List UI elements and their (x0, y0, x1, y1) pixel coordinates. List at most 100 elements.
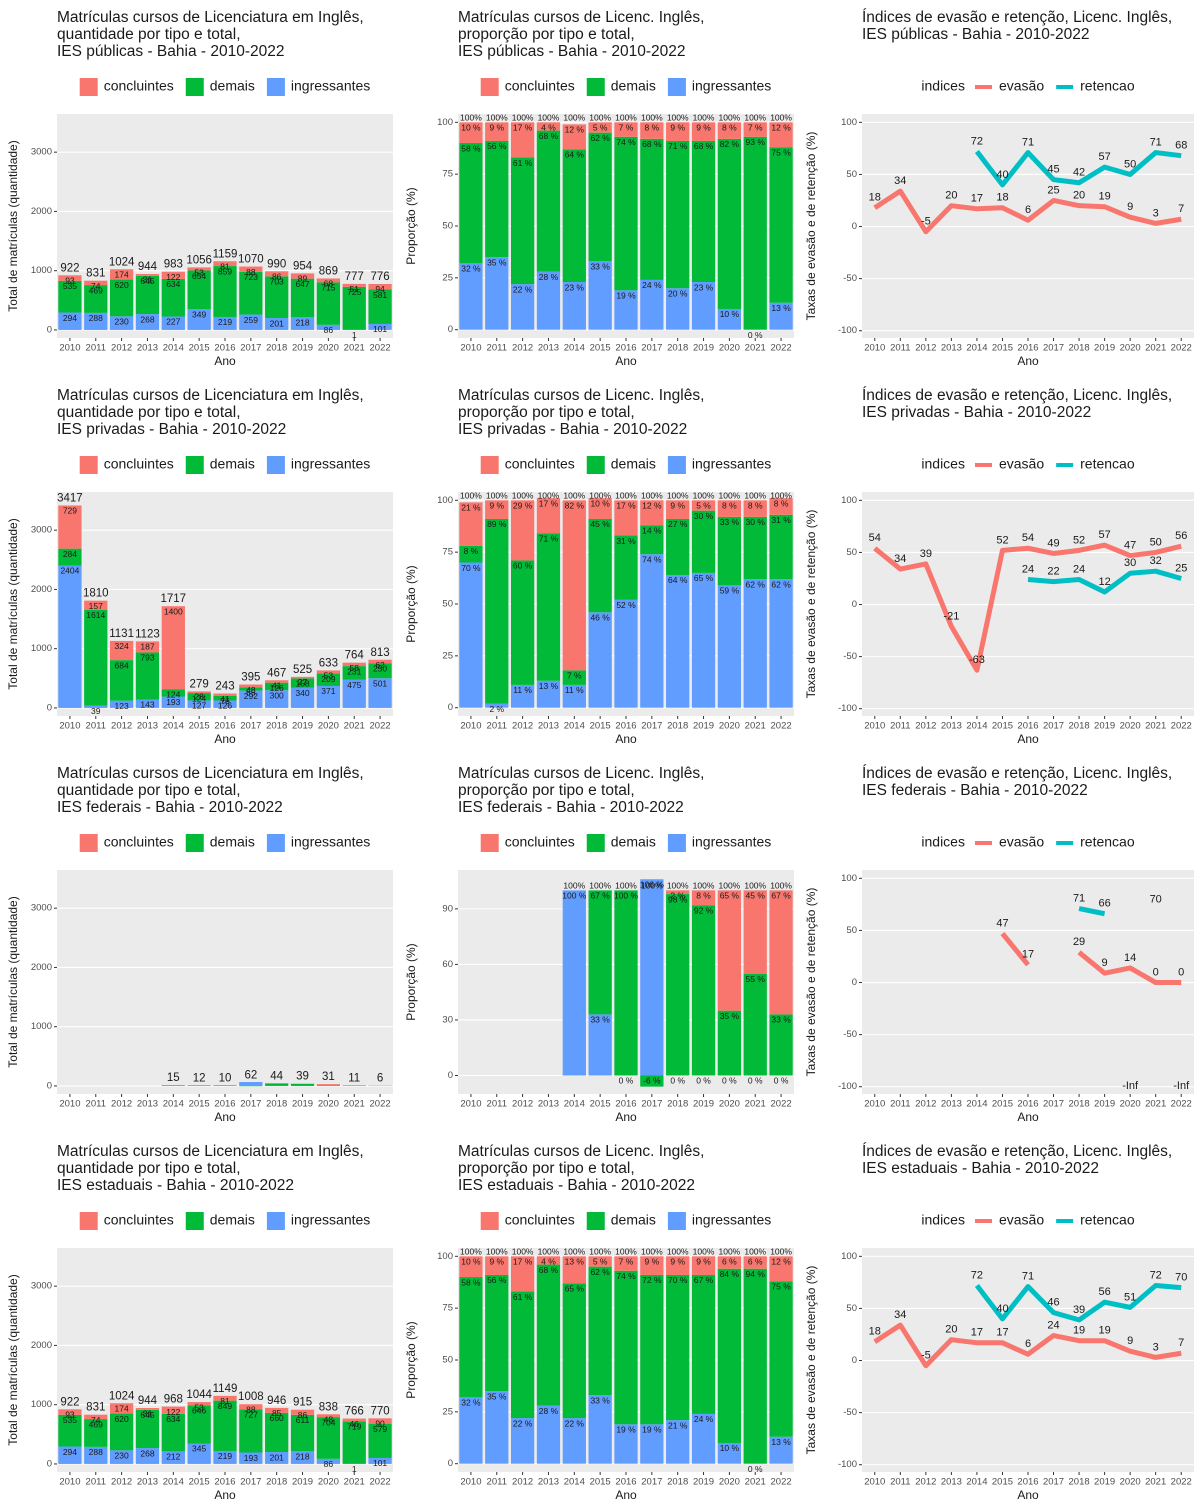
segment-label: 10 % (720, 309, 740, 319)
bar-segment (109, 1403, 134, 1414)
y-tick-label: 2000 (31, 584, 52, 595)
bar-segment (666, 894, 690, 1076)
bar-segment (536, 1256, 561, 1265)
segment-label: 704 (321, 1417, 335, 1427)
segment-label: 58 % (461, 143, 481, 153)
segment-label: 86 (298, 1410, 308, 1420)
segment-label: 324 (115, 641, 129, 651)
point-label: 19 (1073, 1325, 1085, 1337)
segment-label: 13 % (771, 1437, 791, 1447)
chart-panel: Matrículas cursos de Licenciatura em Ing… (6, 1143, 393, 1502)
y-tick-label: 0 (852, 221, 857, 232)
segment-label: 17 % (513, 123, 533, 133)
total-label: 869 (319, 265, 338, 277)
bar-segment (640, 500, 664, 526)
point-label: -5 (921, 216, 931, 228)
legend-label: demais (611, 834, 656, 850)
x-tick-label: 2011 (890, 1477, 910, 1488)
bar-segment (510, 122, 535, 158)
point-label: 30 (1124, 557, 1136, 569)
x-tick-label: 2020 (1120, 1099, 1141, 1110)
total-label: 39 (296, 1071, 309, 1083)
point-label: 7 (1178, 203, 1184, 215)
x-tick-label: 2016 (214, 721, 235, 732)
bar-segment (109, 269, 134, 280)
bar-segment (614, 890, 638, 1076)
bar-segment (640, 138, 664, 280)
total-label: 838 (319, 1401, 338, 1413)
chart-title: proporção por tipo e total, (458, 404, 635, 421)
total-label: 100% (512, 1247, 534, 1257)
y-tick-label: 1000 (31, 643, 52, 654)
segment-label: 28 % (539, 1406, 559, 1416)
y-axis-title: Total de matrículas (quantidade) (6, 1274, 20, 1445)
x-tick-label: 2011 (487, 721, 507, 732)
x-tick-label: 2022 (370, 1477, 391, 1488)
segment-label: 70 % (668, 1275, 688, 1285)
point-label: 72 (1150, 1269, 1162, 1281)
segment-label: 0 % (670, 1076, 685, 1086)
segment-label: 227 (166, 317, 180, 327)
segment-label: 5 % (593, 123, 608, 133)
x-tick-label: 2011 (487, 343, 507, 354)
bar-segment (187, 270, 211, 310)
point-label: -5 (921, 1350, 931, 1362)
segment-label: 122 (166, 1407, 180, 1417)
bar-segment (691, 890, 716, 906)
bar-segment (769, 1014, 793, 1076)
bar-segment (58, 312, 82, 330)
legend: indices evasão retencao (921, 456, 1134, 472)
x-tick-label: 2014 (966, 1099, 987, 1110)
segment-label: 35 % (487, 257, 507, 267)
total-label: 633 (319, 657, 338, 669)
bar-segment (290, 1451, 315, 1464)
bar-segment (239, 684, 263, 688)
bar-segment (316, 1414, 341, 1418)
bar-segment (213, 261, 237, 267)
bar-segment (265, 690, 289, 708)
y-tick-label: 2000 (31, 962, 52, 973)
x-tick-label: 2012 (512, 1477, 533, 1488)
legend-label: demais (611, 1212, 656, 1228)
segment-label: 10 % (461, 123, 481, 133)
segment-label: 300 (270, 690, 284, 700)
segment-label: 33 % (590, 1015, 610, 1025)
bar-segment (562, 282, 586, 330)
x-tick-label: 2020 (719, 343, 740, 354)
y-tick-label: 3000 (31, 1281, 52, 1292)
x-tick-label: 2012 (915, 721, 936, 732)
segment-label: 345 (192, 1444, 206, 1454)
segment-label: 67 % (590, 891, 610, 901)
x-tick-label: 2013 (137, 721, 158, 732)
bar-segment (769, 1256, 793, 1282)
bar-segment (265, 1083, 289, 1086)
bar-segment (84, 609, 108, 706)
segment-label: 65 % (694, 573, 714, 583)
y-tick-label: 0 (47, 1080, 52, 1091)
bar-segment (187, 1405, 211, 1444)
x-axis-title: Ano (615, 1110, 637, 1124)
bar-segment (459, 545, 483, 563)
segment-label: 230 (115, 1451, 129, 1461)
bar-segment (614, 1256, 638, 1271)
segment-label: 51 (349, 284, 359, 294)
x-tick-label: 2021 (1145, 343, 1166, 354)
point-label: 54 (869, 532, 881, 544)
point-label: -Inf (1122, 1080, 1139, 1092)
bar-segment (290, 278, 315, 318)
bar-segment (510, 684, 535, 708)
total-label: 100% (460, 113, 482, 123)
bar-segment (485, 257, 509, 330)
segment-label: 8 % (464, 546, 479, 556)
x-tick-label: 2021 (1145, 721, 1166, 732)
segment-label: 29 % (513, 501, 533, 511)
x-tick-label: 2022 (370, 1099, 391, 1110)
x-tick-label: 2013 (538, 721, 559, 732)
segment-label: 340 (295, 688, 309, 698)
segment-label: 218 (295, 1451, 309, 1461)
point-label: 71 (1073, 892, 1085, 904)
segment-label: 86 (324, 1459, 334, 1469)
bar-segment (239, 690, 263, 708)
point-label: 14 (1124, 952, 1136, 964)
bar-segment (717, 890, 742, 1011)
